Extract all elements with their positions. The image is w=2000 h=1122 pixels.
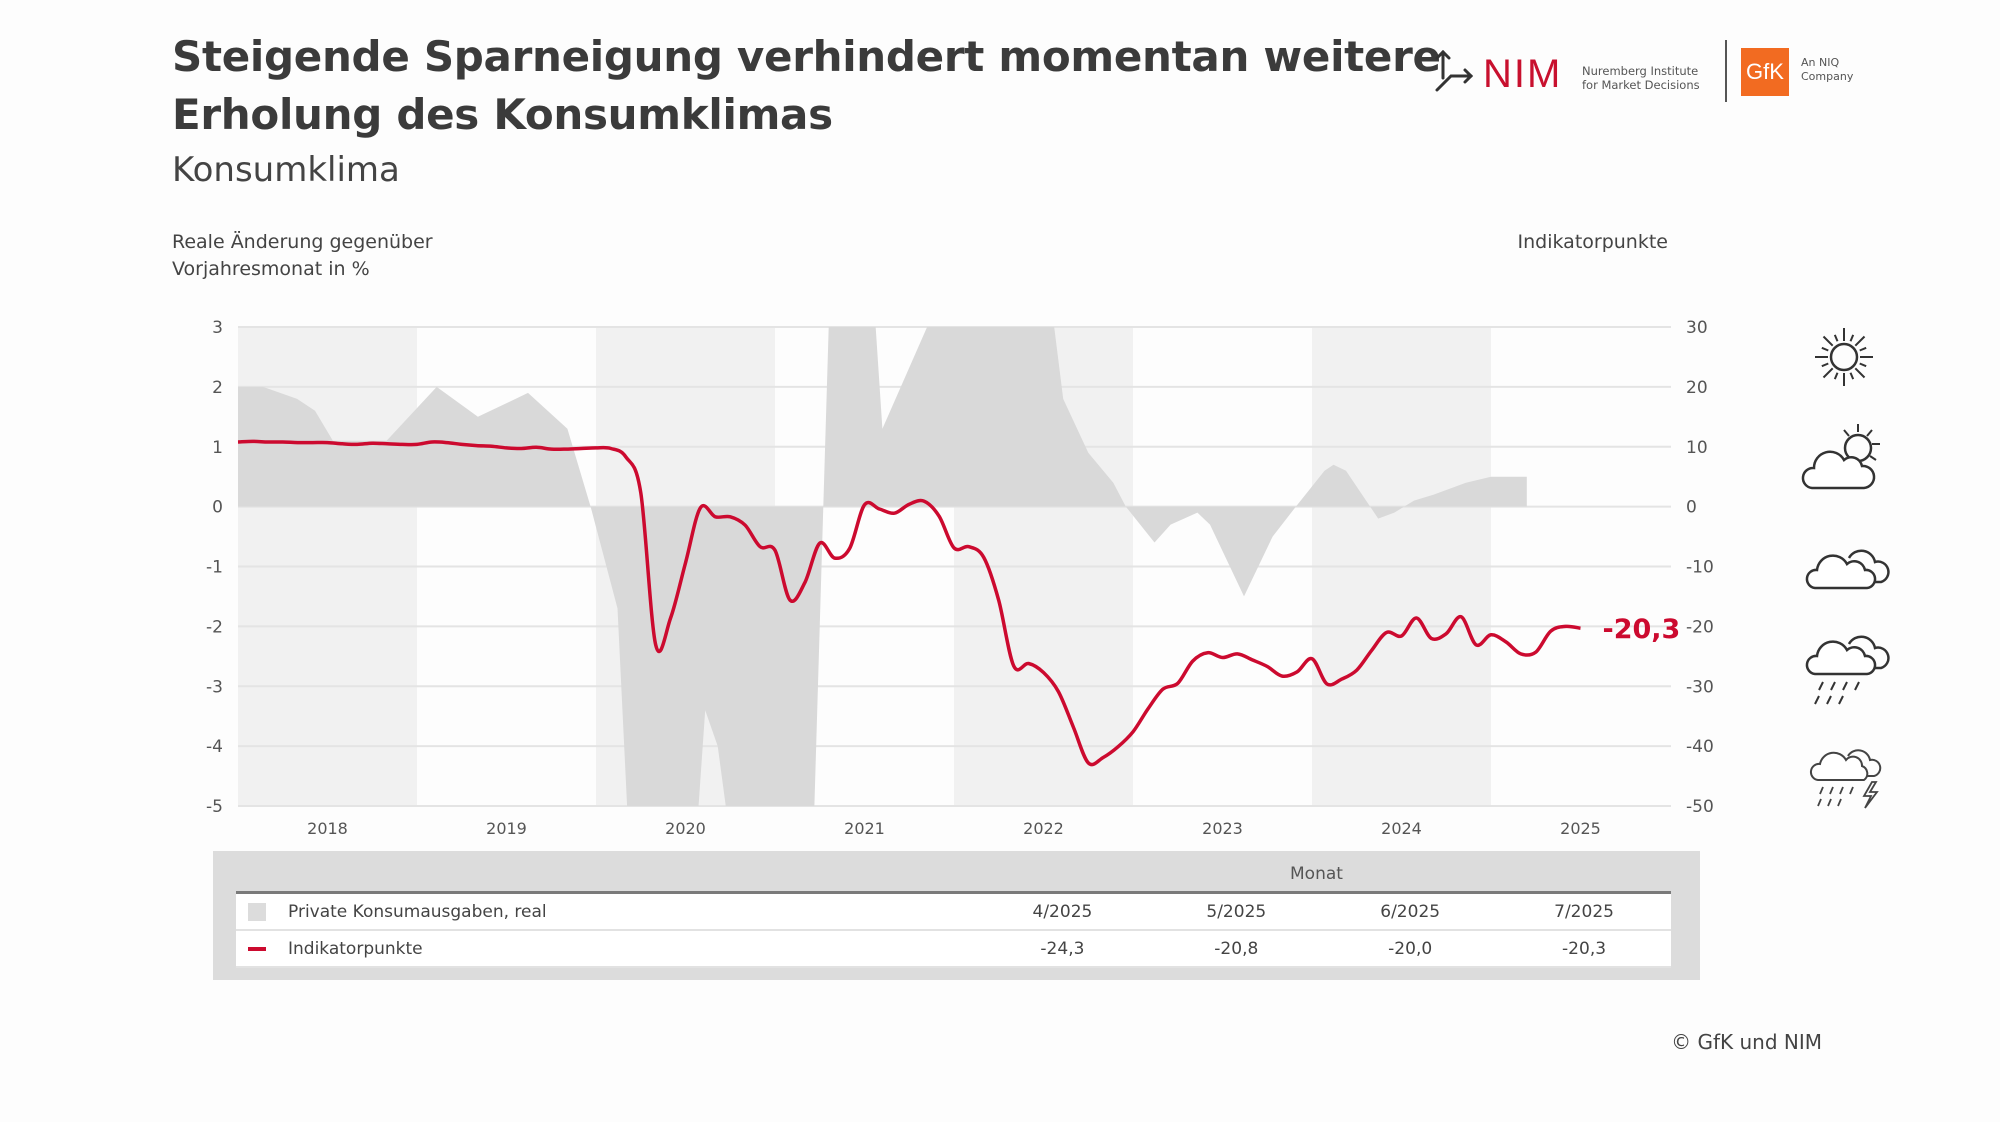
right-tick-label: -10	[1686, 558, 1714, 578]
x-tick-label: 2023	[1202, 819, 1243, 838]
x-tick-label: 2021	[844, 819, 885, 838]
right-tick-label: -40	[1686, 737, 1714, 757]
x-tick-label: 2022	[1023, 819, 1064, 838]
gfk-sub-line2: Company	[1801, 70, 1854, 83]
legend-swatch-area	[248, 902, 266, 921]
table-cell: -20,8	[1214, 938, 1259, 959]
right-tick-label: 30	[1686, 318, 1708, 338]
indicator-line-layer: -20,3	[237, 439, 1681, 767]
cloud-icon	[1805, 549, 1890, 590]
nim-logo-subtitle: Nuremberg Institute for Market Decisions	[1582, 64, 1700, 92]
gfk-sub-line1: An NIQ	[1801, 56, 1840, 69]
nim-arrows-icon	[1435, 49, 1474, 92]
copyright: © GfK und NIM	[1671, 1030, 1822, 1054]
right-tick-label: -20	[1686, 617, 1714, 637]
consumption-area	[238, 327, 1527, 806]
rain-cloud-icon	[1805, 635, 1890, 705]
title-line-2: Erholung des Konsumklimas	[172, 90, 833, 139]
page-subtitle: Konsumklima	[172, 150, 400, 190]
gfk-logo: GfK	[1741, 48, 1789, 96]
nim-sub-line2: for Market Decisions	[1582, 78, 1700, 92]
right-tick-label: -50	[1686, 797, 1714, 817]
table-cell: -20,3	[1562, 938, 1607, 959]
consumption-area-layer	[238, 327, 1527, 806]
left-tick-label: -2	[206, 617, 223, 637]
indicator-line	[237, 439, 1581, 767]
data-table: Private Konsumausgaben, real 4/2025 5/20…	[236, 891, 1671, 968]
column-header: 5/2025	[1206, 901, 1267, 922]
legend-label-consumption: Private Konsumausgaben, real	[288, 901, 547, 922]
column-header: 6/2025	[1380, 901, 1441, 922]
tick-labels: 3210-1-2-3-4-53020100-10-20-30-40-502018…	[206, 318, 1714, 838]
sun-behind-cloud-icon	[1801, 424, 1880, 490]
row-label-cell: Private Konsumausgaben, real	[236, 902, 975, 922]
right-tick-label: -30	[1686, 677, 1714, 697]
x-tick-label: 2025	[1560, 819, 1601, 838]
title-line-1: Steigende Sparneigung verhindert momenta…	[172, 32, 1441, 81]
sun-icon	[1815, 328, 1873, 386]
logo-divider	[1725, 40, 1727, 102]
x-tick-label: 2020	[665, 819, 706, 838]
left-tick-label: -3	[206, 677, 223, 697]
gfk-logo-subtitle: An NIQ Company	[1801, 56, 1853, 84]
legend-swatch-line	[248, 946, 266, 951]
table-row: Private Konsumausgaben, real 4/2025 5/20…	[236, 894, 1671, 931]
column-header: 7/2025	[1554, 901, 1614, 922]
left-tick-label: 3	[212, 318, 223, 338]
right-tick-label: 10	[1686, 438, 1708, 458]
nim-sub-line1: Nuremberg Institute	[1582, 64, 1699, 78]
chart: -20,3 3210-1-2-3-4-53020100-10-20-30-40-…	[206, 318, 1714, 838]
thunderstorm-icon	[1809, 749, 1882, 809]
table-row: Indikatorpunkte -24,3 -20,8 -20,0 -20,3	[236, 931, 1671, 968]
page-title: Steigende Sparneigung verhindert momenta…	[172, 28, 1441, 144]
left-tick-label: 2	[212, 378, 223, 398]
left-axis-label-line2: Vorjahresmonat in %	[172, 258, 370, 280]
table-cell: -24,3	[1040, 938, 1085, 959]
left-tick-label: 1	[212, 438, 223, 458]
right-axis-label: Indikatorpunkte	[1517, 231, 1668, 253]
logo-group: NIM Nuremberg Institute for Market Decis…	[1425, 40, 1865, 110]
x-tick-label: 2019	[486, 819, 527, 838]
right-tick-label: 20	[1686, 378, 1708, 398]
left-tick-label: 0	[212, 498, 223, 518]
column-header: 4/2025	[1032, 901, 1093, 922]
x-tick-label: 2024	[1381, 819, 1422, 838]
indicator-end-label: -20,3	[1603, 614, 1681, 645]
table-header-monat: Monat	[1290, 864, 1343, 884]
right-tick-label: 0	[1686, 498, 1697, 518]
left-axis-label: Reale Änderung gegenüber Vorjahresmonat …	[172, 229, 433, 283]
x-tick-label: 2018	[307, 819, 348, 838]
left-tick-label: -5	[206, 797, 223, 817]
row-label-cell: Indikatorpunkte	[236, 939, 975, 959]
legend-label-indicator: Indikatorpunkte	[288, 938, 423, 959]
left-tick-label: -1	[206, 558, 223, 578]
left-tick-label: -4	[206, 737, 223, 757]
table-cell: -20,0	[1388, 938, 1433, 959]
nim-logo-text: NIM	[1483, 52, 1563, 96]
left-axis-label-line1: Reale Änderung gegenüber	[172, 231, 433, 253]
